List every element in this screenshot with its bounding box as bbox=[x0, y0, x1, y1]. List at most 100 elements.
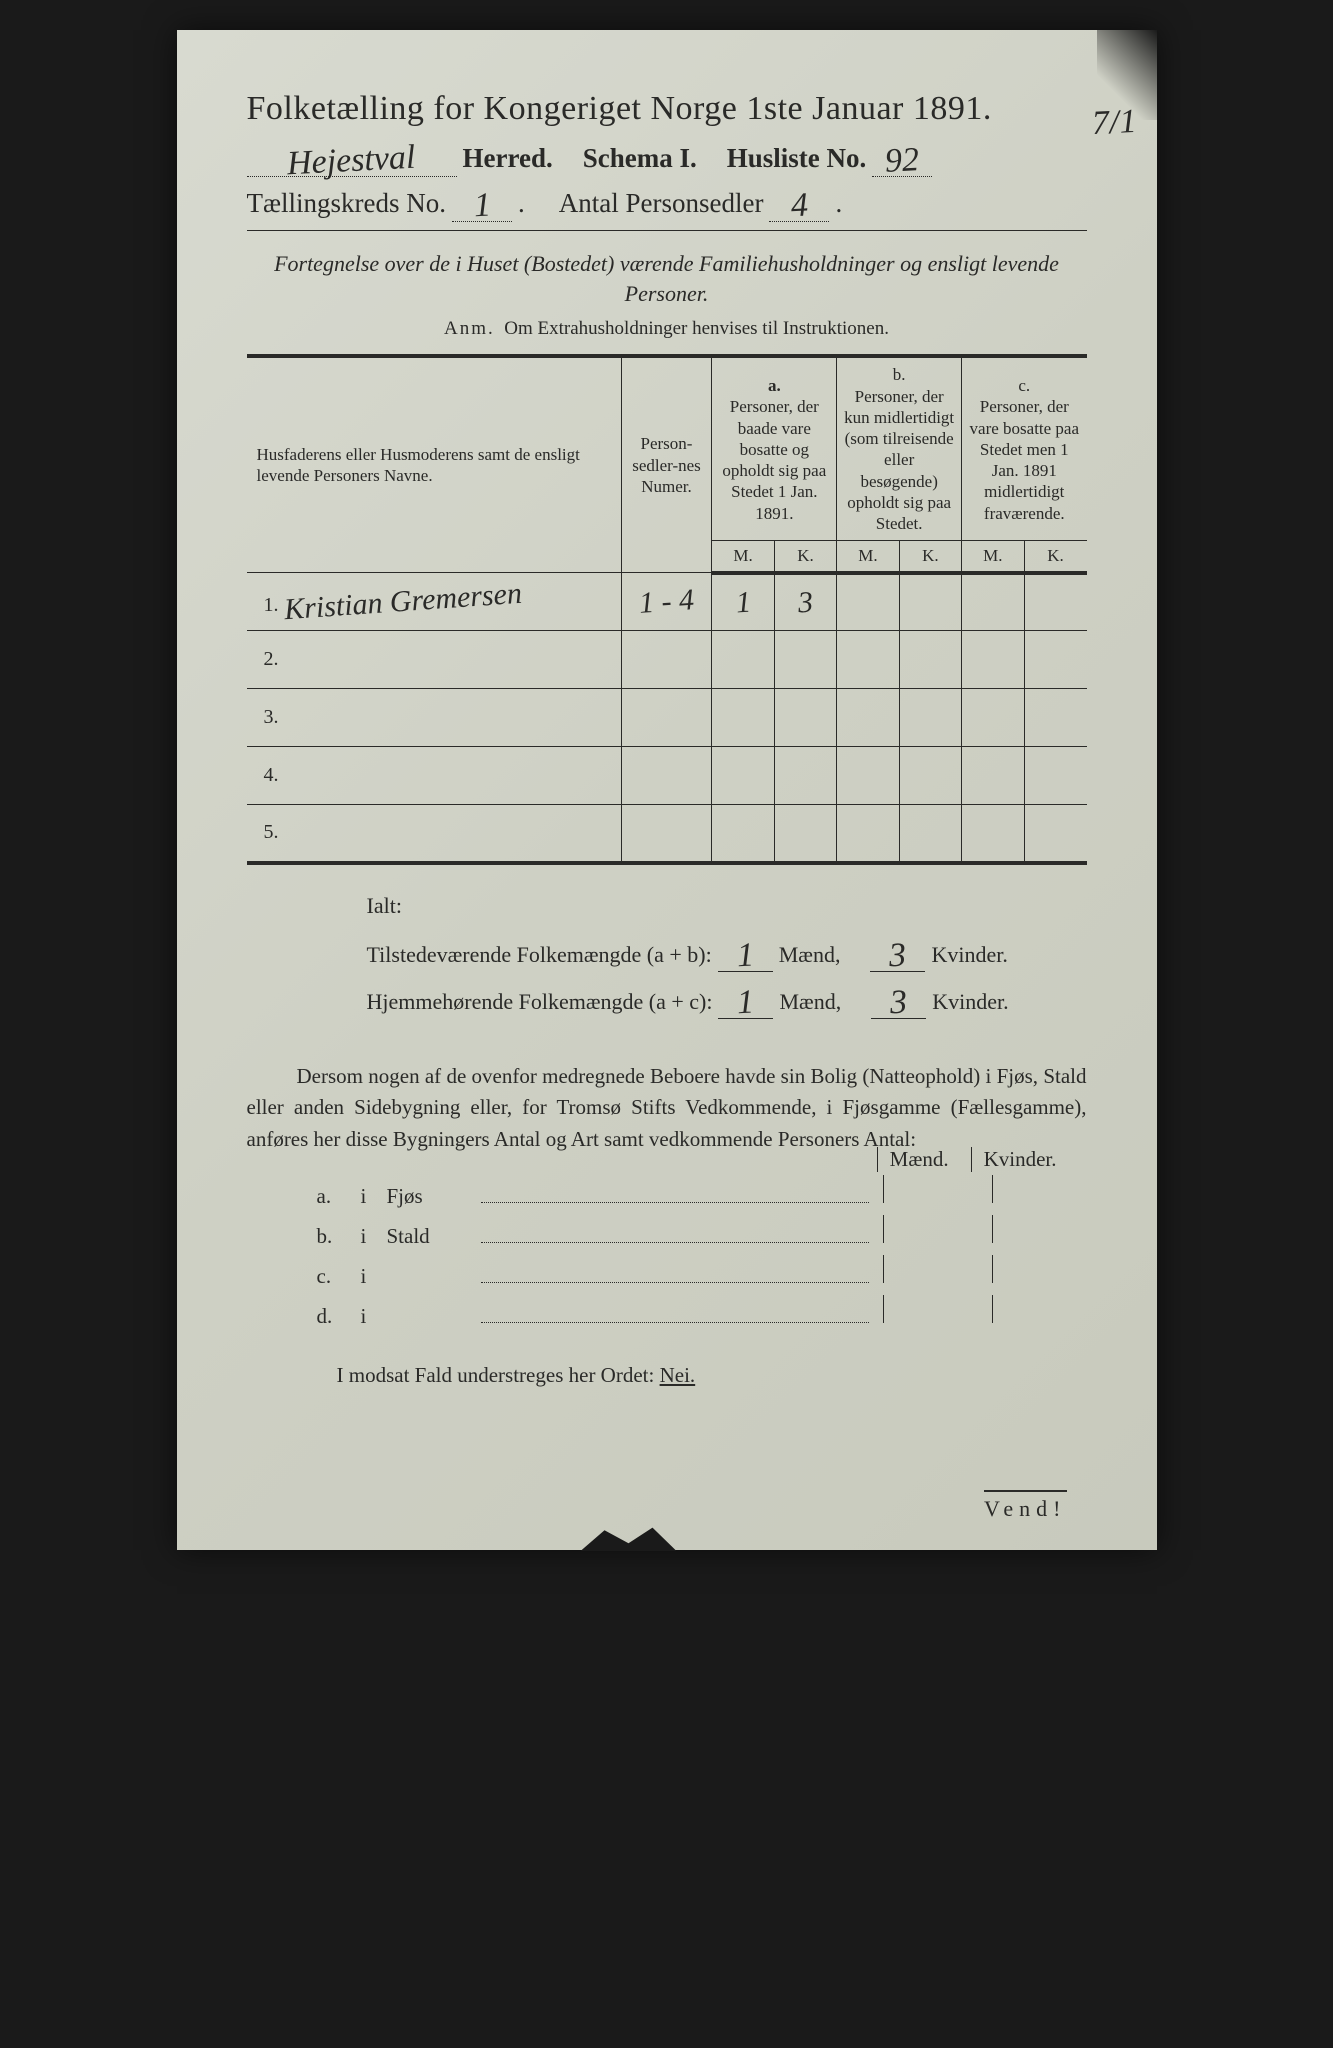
kvinder-label: Kvinder. bbox=[932, 989, 1008, 1015]
census-table: Husfaderens eller Husmoderens samt de en… bbox=[247, 354, 1087, 864]
page-title-line: Folketælling for Kongeriget Norge 1ste J… bbox=[247, 90, 1087, 128]
fortegnelse-heading: Fortegnelse over de i Huset (Bostedet) v… bbox=[247, 249, 1087, 308]
header-line-2: Hejestval Herred. Schema I. Husliste No.… bbox=[247, 138, 1087, 177]
herred-label: Herred. bbox=[463, 143, 553, 174]
antal-value: 4 bbox=[790, 187, 809, 226]
ob-dots bbox=[481, 1262, 869, 1283]
ialt-label: Ialt: bbox=[367, 893, 1087, 919]
anm-text: Om Extrahusholdninger henvises til Instr… bbox=[504, 318, 889, 339]
outbuild-row: a. i Fjøs bbox=[317, 1175, 1087, 1209]
ob-i: i bbox=[361, 1224, 373, 1249]
col-a-m: M. bbox=[712, 541, 774, 573]
table-row: 1. Kristian Gremersen 1 - 4 1 3 bbox=[247, 573, 1087, 631]
ob-lbl: a. bbox=[317, 1184, 347, 1209]
head-maend: Mænd. bbox=[877, 1147, 949, 1172]
col-b-text: Personer, der kun midlertidigt (som tilr… bbox=[844, 387, 954, 534]
ob-name: Fjøs bbox=[387, 1184, 467, 1209]
outbuilding-table: Mænd. Kvinder. a. i Fjøs b. i Stald c. i bbox=[317, 1175, 1087, 1329]
tilstede-row: Tilstedeværende Folkemængde (a + b): 1 M… bbox=[367, 933, 1087, 972]
ob-m bbox=[883, 1255, 978, 1283]
col-b: b. Personer, der kun midlertidigt (som ti… bbox=[837, 356, 962, 541]
col-b-k: K. bbox=[899, 541, 961, 573]
col-c-m: M. bbox=[962, 541, 1024, 573]
hjemme-row: Hjemmehørende Folkemængde (a + c): 1 Mæn… bbox=[367, 980, 1087, 1019]
outbuild-row: c. i bbox=[317, 1255, 1087, 1289]
ob-k bbox=[992, 1295, 1087, 1323]
census-page: Folketælling for Kongeriget Norge 1ste J… bbox=[177, 30, 1157, 1550]
outbuilding-paragraph: Dersom nogen af de ovenfor medregnede Be… bbox=[247, 1061, 1087, 1156]
ob-dots bbox=[481, 1182, 869, 1203]
anm-line: Anm. Om Extrahusholdninger henvises til … bbox=[247, 318, 1087, 340]
anm-label: Anm. bbox=[444, 318, 495, 339]
col-b-head: b. bbox=[893, 365, 906, 384]
ob-m bbox=[883, 1215, 978, 1243]
ob-lbl: b. bbox=[317, 1224, 347, 1249]
ob-i: i bbox=[361, 1184, 373, 1209]
row-name: Kristian Gremersen bbox=[282, 575, 522, 629]
tilstede-m: 1 bbox=[736, 936, 755, 975]
col-a: a. Personer, der baade vare bosatte og op… bbox=[712, 356, 837, 541]
row-idx: 3. bbox=[257, 705, 279, 730]
tilstede-k: 3 bbox=[889, 936, 908, 975]
husliste-label: Husliste No. bbox=[727, 143, 867, 174]
nei-line: I modsat Fald understreges her Ordet: Ne… bbox=[247, 1363, 1087, 1388]
husliste-value: 92 bbox=[884, 141, 920, 181]
row-a-k: 3 bbox=[797, 583, 815, 621]
hjemme-k: 3 bbox=[889, 983, 908, 1022]
col-a-text: Personer, der baade vare bosatte og opho… bbox=[722, 397, 826, 522]
col-c: c. Personer, der vare bosatte paa Stedet … bbox=[962, 356, 1087, 541]
table-row: 5. bbox=[247, 805, 1087, 863]
ob-k bbox=[992, 1175, 1087, 1203]
ob-dots bbox=[481, 1222, 869, 1243]
col-a-k: K. bbox=[774, 541, 836, 573]
maend-label: Mænd, bbox=[779, 942, 841, 968]
col-a-head: a. bbox=[768, 376, 781, 395]
nei-word: Nei. bbox=[660, 1363, 696, 1387]
ob-m bbox=[883, 1175, 978, 1203]
header-line-3: Tællingskreds No. 1. Antal Personsedler … bbox=[247, 183, 1087, 222]
col-b-m: M. bbox=[837, 541, 899, 573]
col-c-head: c. bbox=[1018, 376, 1030, 395]
outbuild-head: Mænd. Kvinder. bbox=[877, 1147, 1057, 1172]
herred-value: Hejestval bbox=[286, 139, 416, 184]
divider-rule bbox=[247, 230, 1087, 231]
row-idx: 4. bbox=[257, 763, 279, 788]
row-a-m: 1 bbox=[734, 583, 752, 621]
ob-k bbox=[992, 1255, 1087, 1283]
ob-k bbox=[992, 1215, 1087, 1243]
census-table-body: 1. Kristian Gremersen 1 - 4 1 3 2. 3. 4. bbox=[247, 573, 1087, 863]
row-idx: 1. bbox=[257, 593, 279, 618]
schema-label: Schema I. bbox=[583, 143, 697, 174]
ob-lbl: d. bbox=[317, 1304, 347, 1329]
ob-i: i bbox=[361, 1264, 373, 1289]
table-row: 4. bbox=[247, 747, 1087, 805]
antal-label: Antal Personsedler bbox=[559, 188, 764, 219]
col-c-text: Personer, der vare bosatte paa Stedet me… bbox=[970, 397, 1080, 522]
hjemme-label: Hjemmehørende Folkemængde (a + c): bbox=[367, 989, 713, 1015]
table-row: 3. bbox=[247, 689, 1087, 747]
outbuild-row: d. i bbox=[317, 1295, 1087, 1329]
margin-note: 7/1 bbox=[1091, 103, 1138, 143]
head-kvinder: Kvinder. bbox=[971, 1147, 1057, 1172]
kvinder-label: Kvinder. bbox=[931, 942, 1007, 968]
kreds-label: Tællingskreds No. bbox=[247, 188, 447, 219]
vend-footer: Vend! bbox=[984, 1490, 1067, 1522]
kreds-value: 1 bbox=[473, 187, 492, 226]
nei-prefix: I modsat Fald understreges her Ordet: bbox=[337, 1363, 660, 1387]
ob-i: i bbox=[361, 1304, 373, 1329]
col-numer: Person-sedler-nes Numer. bbox=[621, 356, 712, 572]
row-idx: 2. bbox=[257, 647, 279, 672]
hjemme-m: 1 bbox=[737, 983, 756, 1022]
col-c-k: K. bbox=[1024, 541, 1087, 573]
ob-name: Stald bbox=[387, 1224, 467, 1249]
row-numer: 1 - 4 bbox=[638, 581, 695, 622]
col-names: Husfaderens eller Husmoderens samt de en… bbox=[247, 356, 622, 572]
ob-m bbox=[883, 1295, 978, 1323]
ob-dots bbox=[481, 1302, 869, 1323]
scan-bottom-tear bbox=[569, 1525, 689, 1551]
row-idx: 5. bbox=[257, 820, 279, 845]
totals-block: Ialt: Tilstedeværende Folkemængde (a + b… bbox=[247, 893, 1087, 1019]
tilstede-label: Tilstedeværende Folkemængde (a + b): bbox=[367, 942, 712, 968]
ob-lbl: c. bbox=[317, 1264, 347, 1289]
maend-label: Mænd, bbox=[779, 989, 841, 1015]
